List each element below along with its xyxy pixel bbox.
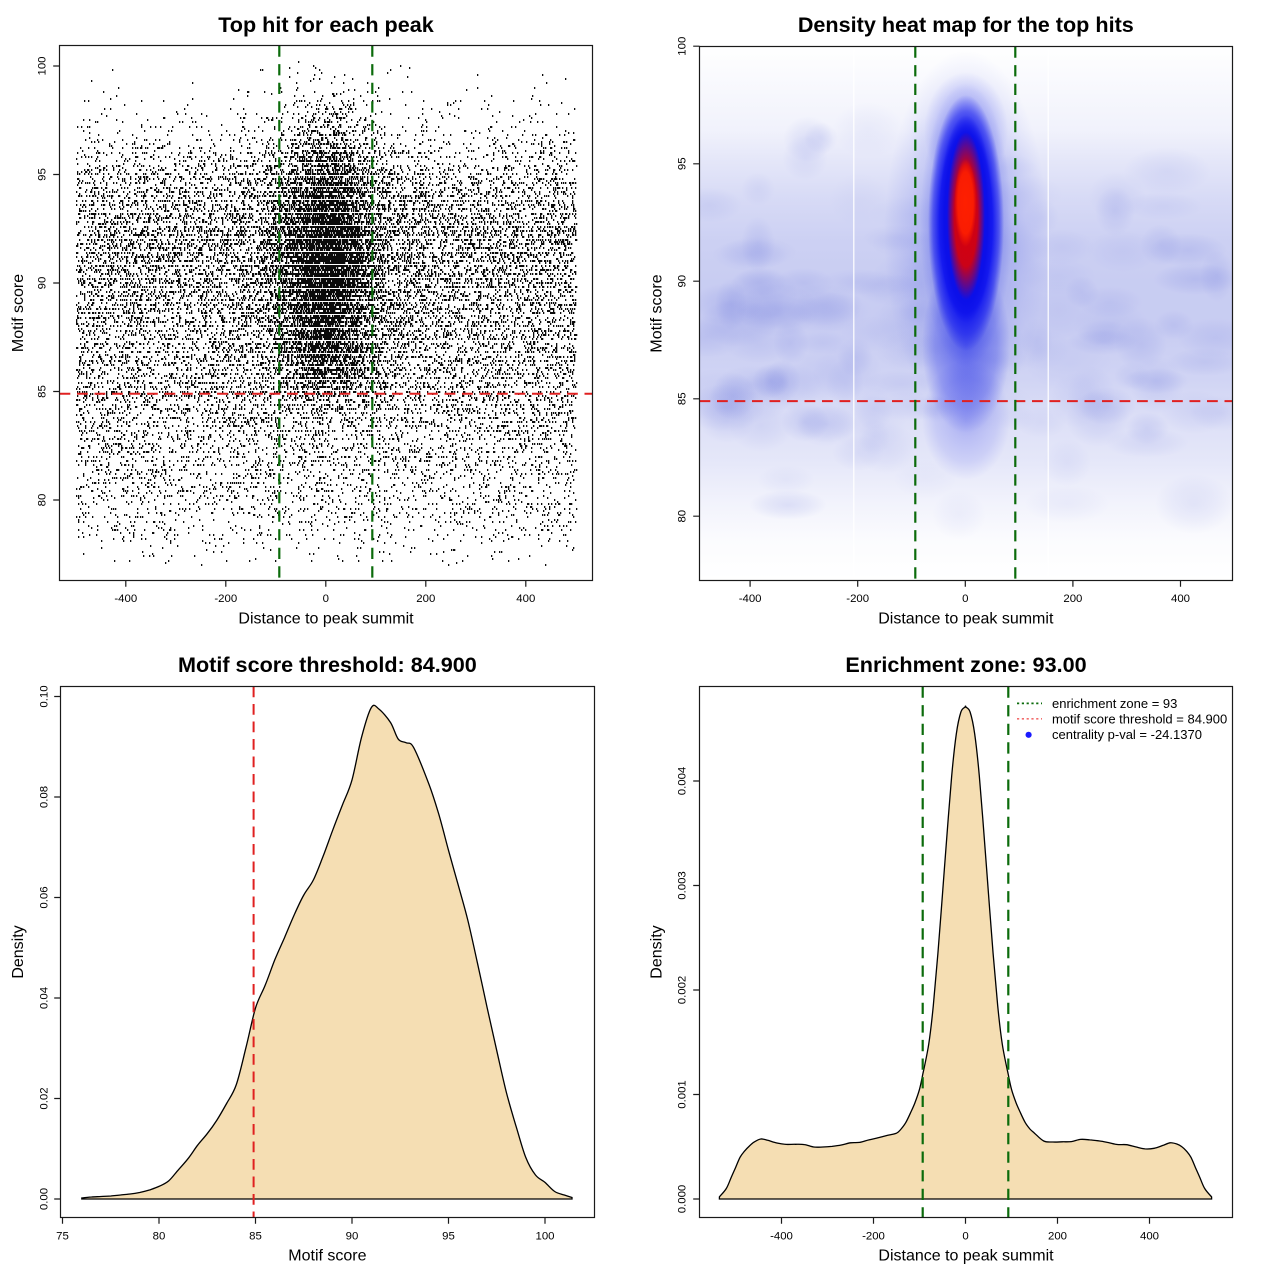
- svg-text:0: 0: [962, 1231, 968, 1243]
- svg-text:200: 200: [1048, 1231, 1067, 1243]
- svg-text:enrichment zone = 93: enrichment zone = 93: [1052, 696, 1177, 711]
- svg-text:Distance to peak summit: Distance to peak summit: [238, 611, 414, 628]
- svg-text:Motif score threshold: 84.900: Motif score threshold: 84.900: [178, 652, 477, 677]
- svg-text:-200: -200: [862, 1231, 885, 1243]
- svg-text:Motif score: Motif score: [649, 274, 666, 352]
- svg-text:Top hit for each peak: Top hit for each peak: [218, 12, 435, 37]
- svg-text:80: 80: [153, 1231, 166, 1243]
- svg-text:95: 95: [37, 168, 49, 181]
- svg-text:90: 90: [677, 275, 689, 288]
- svg-text:400: 400: [1140, 1231, 1159, 1243]
- svg-text:Enrichment zone: 93.00: Enrichment zone: 93.00: [845, 652, 1086, 677]
- svg-text:0.004: 0.004: [677, 767, 689, 796]
- svg-text:85: 85: [37, 385, 49, 398]
- svg-text:400: 400: [1171, 593, 1190, 605]
- svg-text:Distance to peak summit: Distance to peak summit: [878, 1248, 1054, 1265]
- svg-text:400: 400: [516, 593, 535, 605]
- svg-text:0.02: 0.02: [39, 1087, 51, 1109]
- svg-text:90: 90: [346, 1231, 359, 1243]
- svg-text:95: 95: [677, 157, 689, 170]
- svg-text:200: 200: [1063, 593, 1082, 605]
- svg-text:Density: Density: [649, 925, 666, 978]
- svg-text:100: 100: [535, 1231, 554, 1243]
- svg-text:-400: -400: [739, 593, 762, 605]
- svg-text:80: 80: [37, 494, 49, 507]
- svg-text:80: 80: [677, 510, 689, 523]
- svg-text:Density heat map for the top h: Density heat map for the top hits: [798, 12, 1134, 37]
- svg-text:0.000: 0.000: [677, 1185, 689, 1214]
- svg-text:Motif score: Motif score: [288, 1248, 366, 1265]
- svg-text:85: 85: [249, 1231, 262, 1243]
- svg-text:0.003: 0.003: [677, 871, 689, 900]
- svg-text:75: 75: [56, 1231, 69, 1243]
- svg-text:0: 0: [962, 593, 968, 605]
- svg-text:-400: -400: [114, 593, 137, 605]
- svg-text:0.001: 0.001: [677, 1080, 689, 1109]
- svg-text:85: 85: [677, 392, 689, 405]
- svg-text:100: 100: [37, 56, 49, 75]
- svg-text:0.00: 0.00: [39, 1188, 51, 1210]
- svg-text:90: 90: [37, 277, 49, 290]
- svg-text:-400: -400: [770, 1231, 793, 1243]
- svg-text:0: 0: [323, 593, 329, 605]
- svg-text:motif score threshold = 84.900: motif score threshold = 84.900: [1052, 712, 1227, 727]
- svg-text:Density: Density: [10, 925, 27, 978]
- svg-text:Motif score: Motif score: [10, 274, 27, 352]
- svg-text:-200: -200: [846, 593, 869, 605]
- svg-text:95: 95: [442, 1231, 455, 1243]
- svg-text:200: 200: [416, 593, 435, 605]
- svg-text:100: 100: [677, 37, 689, 56]
- svg-text:0.10: 0.10: [39, 685, 51, 707]
- svg-text:centrality p-val = -24.1370: centrality p-val = -24.1370: [1052, 727, 1202, 742]
- svg-text:0.06: 0.06: [39, 886, 51, 908]
- svg-text:Distance to peak summit: Distance to peak summit: [878, 611, 1054, 628]
- svg-text:0.04: 0.04: [39, 987, 51, 1009]
- svg-text:0.08: 0.08: [39, 786, 51, 808]
- svg-text:0.002: 0.002: [677, 976, 689, 1005]
- svg-text:-200: -200: [214, 593, 237, 605]
